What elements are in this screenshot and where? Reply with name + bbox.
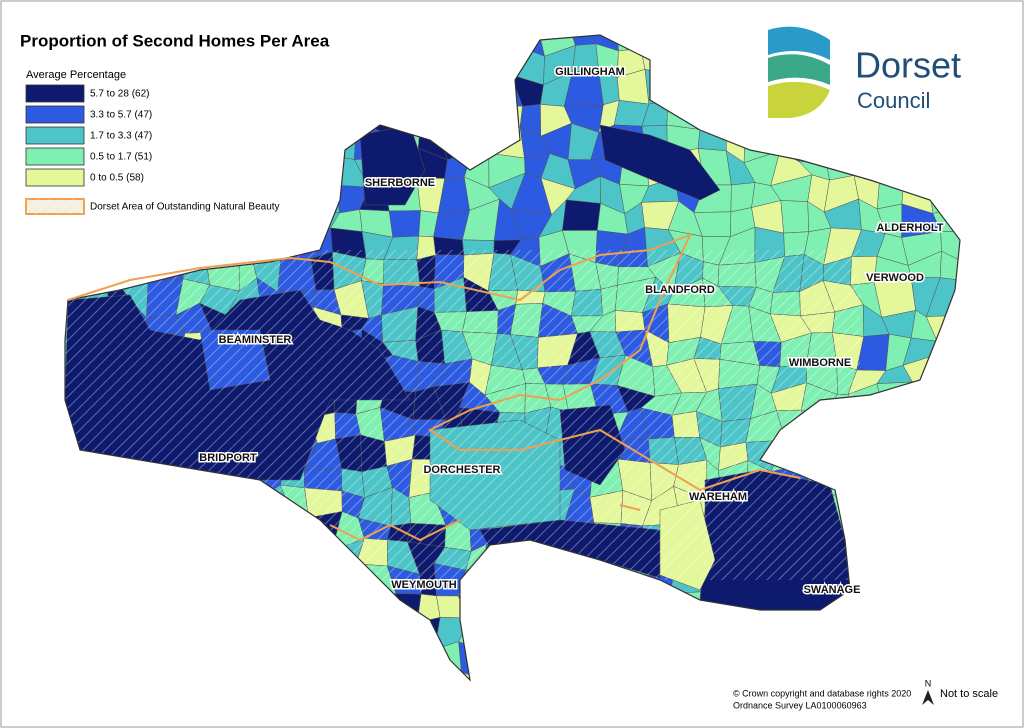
place-labels: GILLINGHAM SHERBORNE ALDERHOLT VERWOOD BLAND… [198,64,946,597]
place-label: GILLINGHAM [555,66,625,78]
legend-label: 0.5 to 1.7 (51) [90,152,152,163]
footer: © Crown copyright and database rights 20… [733,678,998,710]
north-arrow [922,690,934,705]
place-label: VERWOOD [866,272,924,284]
place-label: SWANAGE [804,584,861,596]
legend-label: 1.7 to 3.3 (47) [90,131,152,142]
place-label: BRIDPORT [199,452,257,464]
logo-name: Dorset [855,45,961,86]
legend-label: 0 to 0.5 (58) [90,173,144,184]
legend: Average Percentage 5.7 to 28 (62) 3.3 to … [25,69,280,215]
area [388,210,421,238]
place-label: SHERBORNE [365,177,435,189]
legend-title: Average Percentage [26,69,126,81]
place-label: WEYMOUTH [391,579,456,591]
area [599,124,721,201]
copyright-line: © Crown copyright and database rights 20… [733,688,911,698]
logo: Dorset Council [768,26,961,118]
place-label: WIMBORNE [789,357,851,369]
legend-swatch [25,105,85,124]
legend-swatch [25,84,85,103]
map-title: Proportion of Second Homes Per Area [20,31,330,50]
legend-label: Dorset Area of Outstanding Natural Beaut… [90,202,280,213]
area [562,199,601,231]
legend-swatch-hatch [26,199,84,214]
place-label: BLANDFORD [645,284,715,296]
legend-label: 3.3 to 5.7 (47) [90,110,152,121]
place-label: BEAMINSTER [219,334,292,346]
legend-swatch [25,168,85,187]
place-label: DORCHESTER [423,464,500,476]
north-label: N [925,678,932,688]
legend-label: 5.7 to 28 (62) [90,89,149,100]
logo-subtitle: Council [857,88,930,113]
scale-note: Not to scale [940,688,998,700]
aonb-boundary [67,233,801,542]
place-label: ALDERHOLT [876,222,943,234]
legend-swatch [25,126,85,145]
legend-swatch [25,147,85,166]
copyright-line: Ordnance Survey LA0100060963 [733,700,867,710]
area [780,200,810,234]
place-label: WAREHAM [689,491,747,503]
